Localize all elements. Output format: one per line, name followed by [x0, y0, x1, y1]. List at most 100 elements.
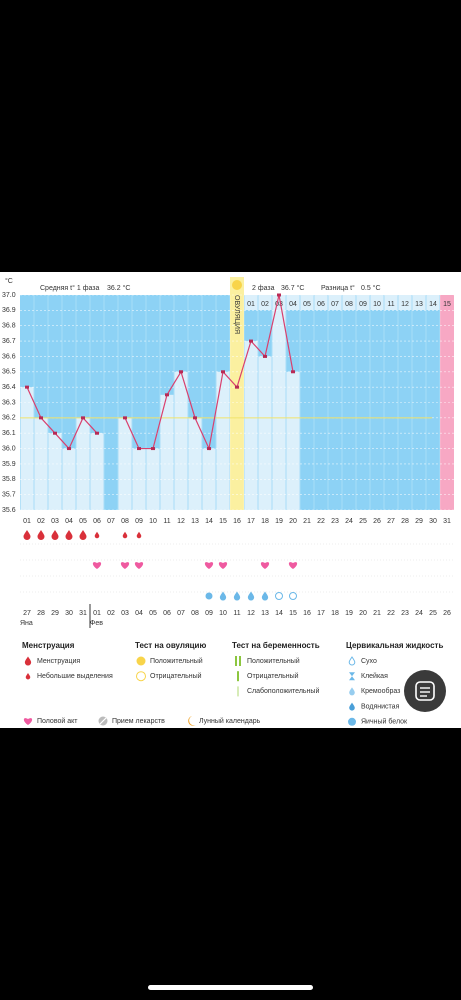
x-tick-label: 21 — [303, 518, 311, 525]
x-tick-label: 27 — [387, 518, 395, 525]
legend-icon — [235, 656, 237, 666]
phase2-cell — [398, 295, 412, 310]
phase2-cell — [440, 295, 454, 310]
month-label: Яна — [20, 620, 33, 627]
temperature-bar — [272, 295, 286, 510]
x-tick-label: 16 — [233, 518, 241, 525]
legend-item: Кремообраз — [361, 687, 400, 695]
cervical-egg-white — [205, 592, 213, 600]
phase2-cell — [426, 295, 440, 310]
y-tick-label: 35.8 — [2, 476, 16, 483]
phase2-cell — [328, 295, 342, 310]
phase2-day: 08 — [345, 301, 353, 308]
date-label: 17 — [317, 610, 325, 617]
spotting-icon — [136, 531, 142, 539]
legend-icon — [348, 717, 356, 726]
temperature-point — [277, 293, 281, 297]
x-tick-label: 18 — [261, 518, 269, 525]
date-label: 26 — [443, 610, 451, 617]
x-tick-label: 20 — [289, 518, 297, 525]
date-label: 15 — [289, 610, 297, 617]
phase2-day: 15 — [443, 301, 451, 308]
temperature-point — [291, 370, 295, 374]
temperature-bar — [160, 394, 174, 510]
temperature-bar — [90, 433, 104, 510]
legend-icon — [25, 672, 31, 680]
legend-icon — [237, 686, 239, 697]
cervical-watery — [261, 591, 269, 601]
temperature-bar — [244, 341, 258, 510]
date-label: 08 — [191, 610, 199, 617]
phase2-cell — [244, 295, 258, 310]
phase2-cell — [384, 295, 398, 310]
legend-item: Клейкая — [361, 672, 388, 680]
date-label: 30 — [65, 610, 73, 617]
phase2-day: 13 — [415, 301, 423, 308]
x-tick-label: 31 — [443, 518, 451, 525]
x-tick-label: 30 — [429, 518, 437, 525]
temperature-bar — [174, 371, 188, 510]
date-label: 13 — [261, 610, 269, 617]
date-label: 24 — [415, 610, 423, 617]
legend-icon — [23, 718, 33, 725]
legend-title: Тест на беременность — [232, 641, 320, 650]
x-tick-label: 15 — [219, 518, 227, 525]
x-tick-label: 09 — [135, 518, 143, 525]
phase2-day: 02 — [261, 301, 269, 308]
y-tick-label: 36.8 — [2, 323, 16, 330]
phase2-cell — [272, 295, 286, 310]
menstruation-icon — [37, 530, 45, 540]
legend-title: Цервикальная жидкость — [346, 641, 443, 650]
cervical-watery — [247, 591, 255, 601]
spotting-icon — [122, 531, 128, 539]
date-label: 31 — [79, 610, 87, 617]
intercourse-icon — [288, 562, 298, 569]
x-tick-label: 12 — [177, 518, 185, 525]
ovulation-sun — [232, 280, 242, 290]
legend-icon — [348, 656, 356, 666]
temperature-point — [25, 385, 29, 389]
x-tick-label: 23 — [331, 518, 339, 525]
temperature-point — [249, 339, 253, 343]
legend-icon — [239, 656, 241, 666]
date-label: 02 — [107, 610, 115, 617]
legend-item: Яичный белок — [361, 718, 408, 726]
legend-title: Тест на овуляцию — [135, 641, 206, 650]
temperature-bar — [48, 433, 62, 510]
y-tick-label: 35.9 — [2, 461, 16, 468]
legend-item: Отрицательный — [150, 672, 202, 680]
legend-title: Менструация — [22, 641, 75, 650]
phase2-cell — [342, 295, 356, 310]
date-label: 11 — [233, 610, 240, 617]
cervical-dry — [289, 592, 297, 600]
y-tick-label: 36.3 — [2, 399, 16, 406]
phase2-label: 2 фаза — [252, 285, 275, 292]
y-tick-label: 37.0 — [2, 292, 16, 299]
legend-item: Лунный календарь — [199, 717, 261, 725]
x-tick-label: 07 — [107, 518, 115, 525]
temperature-point — [151, 447, 155, 451]
cervical-dry — [275, 592, 283, 600]
temperature-point — [179, 370, 183, 374]
legend-item: Прием лекарств — [112, 718, 165, 725]
x-tick-label: 24 — [345, 518, 353, 525]
x-tick-label: 14 — [205, 518, 213, 525]
scan-button[interactable] — [404, 670, 446, 712]
date-label: 04 — [135, 610, 143, 617]
legend-icon — [24, 656, 32, 666]
x-tick-label: 17 — [247, 518, 255, 525]
temperature-point — [207, 447, 211, 451]
date-label: 10 — [219, 610, 227, 617]
temperature-point — [81, 416, 85, 420]
legend-item: Положительный — [150, 657, 203, 665]
phase2-average: 36.7 °C — [281, 284, 304, 292]
x-tick-label: 04 — [65, 518, 73, 525]
x-tick-label: 13 — [191, 518, 199, 525]
phase2-cell — [286, 295, 300, 310]
temperature-point — [193, 416, 197, 420]
legend-item: Водянистая — [361, 703, 400, 710]
date-label: 25 — [429, 610, 437, 617]
y-tick-label: 36.5 — [2, 369, 16, 376]
x-tick-label: 06 — [93, 518, 101, 525]
